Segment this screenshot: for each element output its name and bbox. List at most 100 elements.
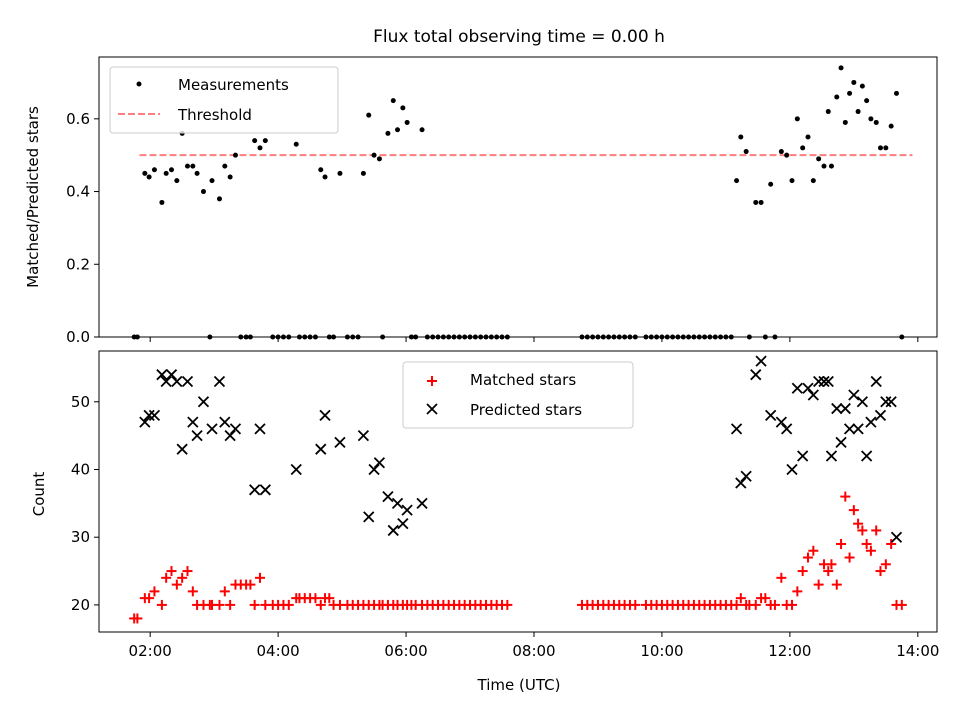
predicted-star-point <box>176 443 188 455</box>
top-panel: 0.0 0.2 0.4 0.6 Matched/Predicted stars Mea… <box>24 56 938 346</box>
measurement-point <box>280 334 286 340</box>
measurement-point <box>270 334 276 340</box>
measurement-point <box>257 145 263 151</box>
matched-star-point <box>144 593 155 604</box>
matched-star-point <box>823 566 834 577</box>
measurement-point <box>360 170 366 176</box>
matched-star-point <box>875 566 886 577</box>
matched-star-point <box>310 593 321 604</box>
measurement-point <box>456 334 462 340</box>
measurement-point <box>622 334 628 340</box>
matched-star-point <box>826 559 837 570</box>
predicted-star-point <box>818 375 830 388</box>
measurement-point <box>451 334 457 340</box>
predicted-star-point <box>373 457 386 469</box>
matched-star-point <box>831 579 842 590</box>
measurement-point <box>302 334 308 340</box>
measurement-point <box>753 199 759 205</box>
measurement-point <box>659 334 665 340</box>
measurement-point <box>696 334 702 340</box>
matched-star-point <box>219 586 230 597</box>
matched-star-point <box>865 545 876 556</box>
matched-star-point <box>171 579 182 590</box>
measurement-point <box>855 109 861 115</box>
x-tick-label: 14:00 <box>896 642 939 660</box>
measurement-point <box>789 178 795 184</box>
measurement-point <box>899 334 905 340</box>
measurement-point <box>146 174 152 180</box>
measurement-point <box>859 83 865 89</box>
measurement-point <box>312 334 318 340</box>
predicted-star-point <box>802 382 814 394</box>
measurement-point <box>825 109 831 115</box>
measurement-point <box>355 334 361 340</box>
measurement-point <box>893 90 899 96</box>
legend-threshold-label: Threshold <box>177 106 252 124</box>
x-tick-label: 04:00 <box>256 642 299 660</box>
predicted-star-point <box>750 369 762 381</box>
measurement-point <box>847 90 853 96</box>
predicted-star-point <box>387 524 399 537</box>
measurement-point <box>579 334 585 340</box>
matched-star-point <box>630 599 641 610</box>
measurement-point <box>691 334 697 340</box>
measurement-point <box>404 119 410 125</box>
measurement-point <box>600 334 606 340</box>
measurement-point <box>222 163 228 169</box>
predicted-star-point <box>171 375 183 388</box>
matched-star-point <box>871 525 882 536</box>
top-axis-ticks: 0.0 0.2 0.4 0.6 <box>66 110 919 346</box>
predicted-star-point <box>181 375 194 388</box>
legend-predicted-label: Predicted stars <box>470 401 582 419</box>
matched-star-point <box>731 599 742 610</box>
matched-star-point <box>848 505 859 516</box>
predicted-star-point <box>843 423 856 435</box>
matched-star-point <box>853 518 864 529</box>
predicted-star-point <box>813 375 825 388</box>
measurement-point <box>238 334 244 340</box>
matched-star-point <box>808 545 819 556</box>
measurement-point <box>371 152 377 158</box>
matched-star-point <box>254 572 265 583</box>
predicted-star-point <box>401 504 413 516</box>
measurement-point <box>873 119 879 125</box>
predicted-star-point <box>290 463 302 476</box>
matched-star-point <box>324 593 335 604</box>
measurement-point <box>648 334 654 340</box>
measurement-point <box>227 174 233 180</box>
measurement-point <box>680 334 686 340</box>
measurement-point <box>366 112 372 118</box>
measurement-point <box>810 178 816 184</box>
measurement-point <box>627 334 633 340</box>
predicted-star-point <box>139 416 151 428</box>
measurement-point <box>883 145 889 151</box>
predicted-star-point <box>781 423 793 435</box>
measurement-point <box>483 334 489 340</box>
matched-star-point <box>225 599 236 610</box>
measurement-point <box>168 167 174 173</box>
measurement-point <box>494 334 500 340</box>
measurement-point <box>159 199 165 205</box>
predicted-star-point <box>197 396 210 408</box>
predicted-star-point <box>807 389 819 401</box>
predicted-star-point <box>368 463 380 476</box>
measurement-point <box>380 334 386 340</box>
measurement-point <box>376 156 382 162</box>
matched-star-point <box>787 599 798 610</box>
measurement-point <box>395 127 401 133</box>
predicted-star-point <box>156 369 168 381</box>
top-y-tick-label: 0.2 <box>66 255 90 273</box>
measurement-point <box>435 334 441 340</box>
measurement-point <box>686 334 692 340</box>
predicted-star-point <box>735 477 747 489</box>
measurement-point <box>834 94 840 100</box>
predicted-star-point <box>160 375 172 388</box>
measurement-point <box>718 334 724 340</box>
measurement-point <box>611 334 617 340</box>
matched-star-point <box>177 572 188 583</box>
measurement-point <box>762 334 768 340</box>
predicted-star-point <box>334 436 346 449</box>
predicted-star-point <box>839 402 851 415</box>
measurement-point <box>326 334 332 340</box>
measurement-point <box>400 105 406 111</box>
